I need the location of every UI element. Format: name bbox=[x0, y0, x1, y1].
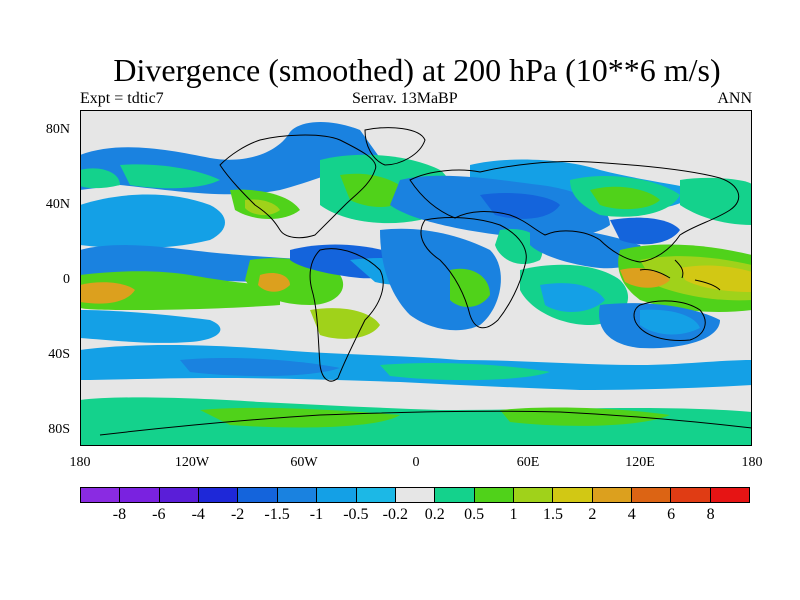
indian-ocean-blue bbox=[540, 283, 605, 312]
color-bar-box bbox=[81, 488, 121, 502]
y-label-40n: 40N bbox=[45, 197, 70, 212]
color-bar-box bbox=[632, 488, 672, 502]
x-label-120e: 120E bbox=[625, 455, 655, 470]
coast-australia bbox=[633, 300, 706, 341]
samerica-orange bbox=[258, 273, 290, 292]
tropical-green-band bbox=[80, 271, 280, 310]
color-bar-label: -1.5 bbox=[264, 506, 290, 523]
color-bar-box bbox=[199, 488, 239, 502]
period-label: Serrav. 13MaBP bbox=[352, 90, 458, 107]
color-bar-label: -0.5 bbox=[343, 506, 369, 523]
x-label-0: 0 bbox=[412, 455, 420, 470]
color-bar-box bbox=[356, 488, 396, 502]
color-bar-box bbox=[435, 488, 475, 502]
africa-green bbox=[450, 268, 490, 307]
south-pacific-blue bbox=[80, 310, 221, 343]
north-atlantic-core bbox=[340, 173, 410, 207]
y-label-80s: 80S bbox=[48, 422, 70, 437]
antarctic-green-band bbox=[80, 397, 752, 446]
australia-inner bbox=[640, 309, 700, 335]
coast-north-america bbox=[219, 134, 377, 239]
color-bar-box bbox=[474, 488, 514, 502]
color-bar-label: 2 bbox=[588, 506, 597, 523]
pacific-midlat-band bbox=[80, 194, 225, 249]
color-bar-box bbox=[710, 488, 750, 502]
color-bar-label: 4 bbox=[627, 506, 636, 523]
northwest-pacific-green bbox=[680, 177, 752, 225]
x-label-120w: 120W bbox=[174, 455, 210, 470]
color-bar-box bbox=[395, 488, 436, 502]
color-bar-box bbox=[317, 488, 357, 502]
plot-title: Divergence (smoothed) at 200 hPa (10**6 … bbox=[113, 52, 721, 88]
color-bar-box bbox=[277, 488, 318, 502]
coast-eurasia bbox=[409, 161, 740, 263]
coast-greenland bbox=[364, 127, 426, 166]
west-pacific-yellow bbox=[680, 265, 752, 292]
season-label: ANN bbox=[717, 90, 752, 107]
southern-pacific-blue-core bbox=[180, 357, 340, 377]
coast-africa bbox=[420, 217, 527, 329]
southern-atlantic-green bbox=[380, 362, 550, 381]
color-bar-label: 8 bbox=[706, 506, 715, 523]
x-label-60w: 60W bbox=[290, 455, 318, 470]
divergence-map bbox=[80, 110, 752, 446]
antarctic-green-core bbox=[200, 407, 400, 428]
indonesia-orange bbox=[620, 268, 670, 288]
color-bar-label: -6 bbox=[152, 506, 166, 523]
x-label-180e: 180 bbox=[741, 455, 763, 470]
india-blue bbox=[530, 228, 643, 269]
southeast-samerica bbox=[310, 308, 380, 339]
asia-green-core bbox=[590, 186, 660, 210]
x-label-60e: 60E bbox=[516, 455, 540, 470]
color-bar-box bbox=[238, 488, 278, 502]
y-label-80n: 80N bbox=[45, 122, 70, 137]
experiment-label: Expt = tdtic7 bbox=[80, 90, 164, 107]
x-label-180w: 180 bbox=[69, 455, 91, 470]
color-bar-box bbox=[159, 488, 200, 502]
color-bar-label: -4 bbox=[191, 506, 205, 523]
y-label-0: 0 bbox=[63, 272, 70, 287]
color-bar-box bbox=[553, 488, 593, 502]
west-edge-green bbox=[80, 168, 120, 189]
color-bar-label: 1.5 bbox=[542, 506, 563, 523]
color-bar-label: -8 bbox=[112, 506, 127, 523]
color-bar-label: -1 bbox=[309, 506, 324, 523]
pacific-midlat-green bbox=[120, 164, 220, 189]
color-bar-label: 0.5 bbox=[464, 506, 485, 523]
color-bar-label: 1 bbox=[509, 506, 518, 523]
color-bar-box bbox=[513, 488, 554, 502]
color-bar-box bbox=[671, 488, 711, 502]
coast-islands bbox=[639, 259, 721, 291]
coast-south-america bbox=[309, 248, 384, 382]
color-bar-box bbox=[120, 488, 160, 502]
east-pacific-orange bbox=[80, 282, 135, 304]
south-asia-core bbox=[610, 217, 680, 245]
color-bar-label: 6 bbox=[667, 506, 676, 523]
color-bar-box bbox=[592, 488, 633, 502]
color-bar bbox=[80, 487, 750, 503]
color-bar-label: -2 bbox=[230, 506, 245, 523]
color-bar-label: -0.2 bbox=[382, 506, 408, 523]
contour-field bbox=[80, 121, 752, 446]
color-bar-label: 0.2 bbox=[424, 506, 445, 523]
y-label-40s: 40S bbox=[48, 347, 70, 362]
coast-antarctica bbox=[99, 410, 752, 436]
